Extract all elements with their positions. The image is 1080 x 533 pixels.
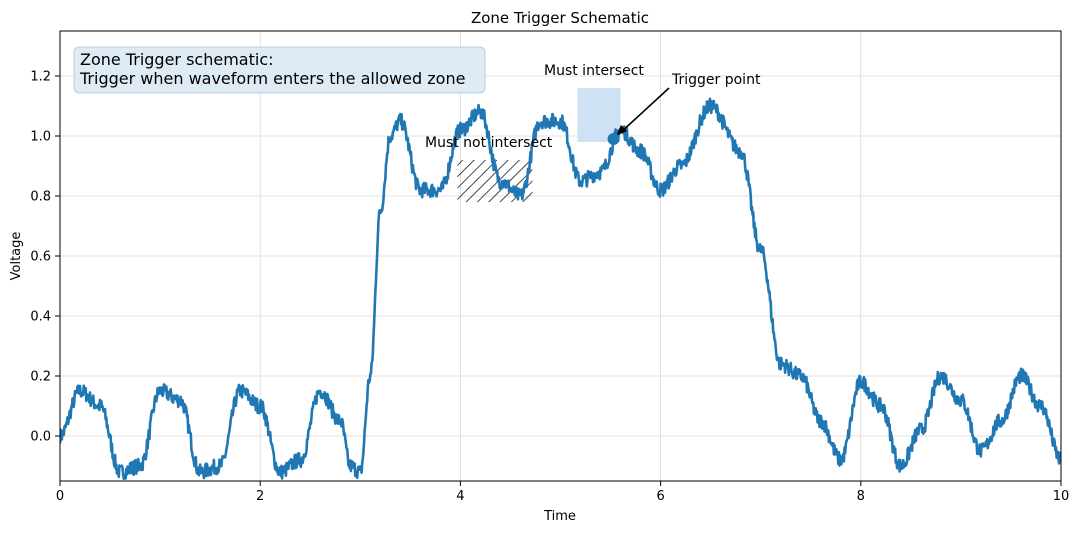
y-tick-label: 0.8: [30, 190, 51, 205]
y-tick-label: 0.4: [30, 310, 51, 325]
x-tick-label: 2: [256, 489, 264, 504]
x-tick-label: 10: [1053, 489, 1070, 504]
y-axis-ticks: 0.0 0.2 0.4 0.6 0.8 1.0 1.2: [30, 70, 60, 445]
x-axis-ticks: 0 2 4 6 8 10: [56, 481, 1069, 504]
waveform-line: [60, 97, 1061, 481]
x-tick-label: 0: [56, 489, 64, 504]
trigger-arrowhead: [616, 125, 627, 136]
x-tick-label: 8: [857, 489, 865, 504]
info-box-line2: Trigger when waveform enters the allowed…: [79, 69, 465, 88]
info-box: [73, 46, 486, 94]
must-intersect-label: Must intersect: [544, 63, 644, 79]
trigger-point-marker: [607, 133, 620, 145]
trigger-arrow: [618, 87, 670, 135]
x-tick-label: 4: [456, 489, 464, 504]
y-tick-label: 0.0: [30, 430, 51, 445]
must-not-intersect-label: Must not intersect: [425, 135, 553, 151]
y-tick-label: 0.6: [30, 250, 51, 265]
trigger-point-label: Trigger point: [671, 72, 761, 88]
y-tick-label: 1.2: [30, 70, 51, 85]
grid-lines: [59, 31, 1062, 481]
x-axis-label: Time: [543, 509, 576, 524]
info-box-line1: Zone Trigger schematic:: [80, 50, 274, 69]
y-axis-label: Voltage: [9, 232, 24, 281]
y-tick-label: 0.2: [30, 370, 51, 385]
x-tick-label: 6: [656, 489, 664, 504]
y-tick-label: 1.0: [30, 130, 51, 145]
chart-title: Zone Trigger Schematic: [471, 9, 649, 27]
